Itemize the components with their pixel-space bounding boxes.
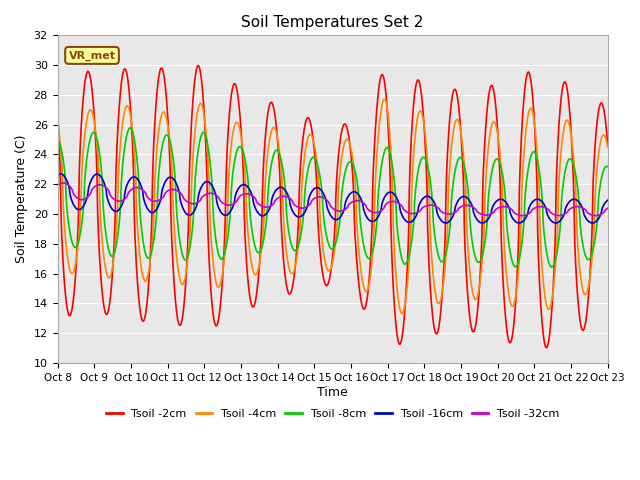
Y-axis label: Soil Temperature (C): Soil Temperature (C)	[15, 135, 28, 264]
X-axis label: Time: Time	[317, 385, 348, 398]
Legend: Tsoil -2cm, Tsoil -4cm, Tsoil -8cm, Tsoil -16cm, Tsoil -32cm: Tsoil -2cm, Tsoil -4cm, Tsoil -8cm, Tsoi…	[101, 404, 564, 423]
Text: VR_met: VR_met	[68, 50, 116, 60]
Title: Soil Temperatures Set 2: Soil Temperatures Set 2	[241, 15, 424, 30]
